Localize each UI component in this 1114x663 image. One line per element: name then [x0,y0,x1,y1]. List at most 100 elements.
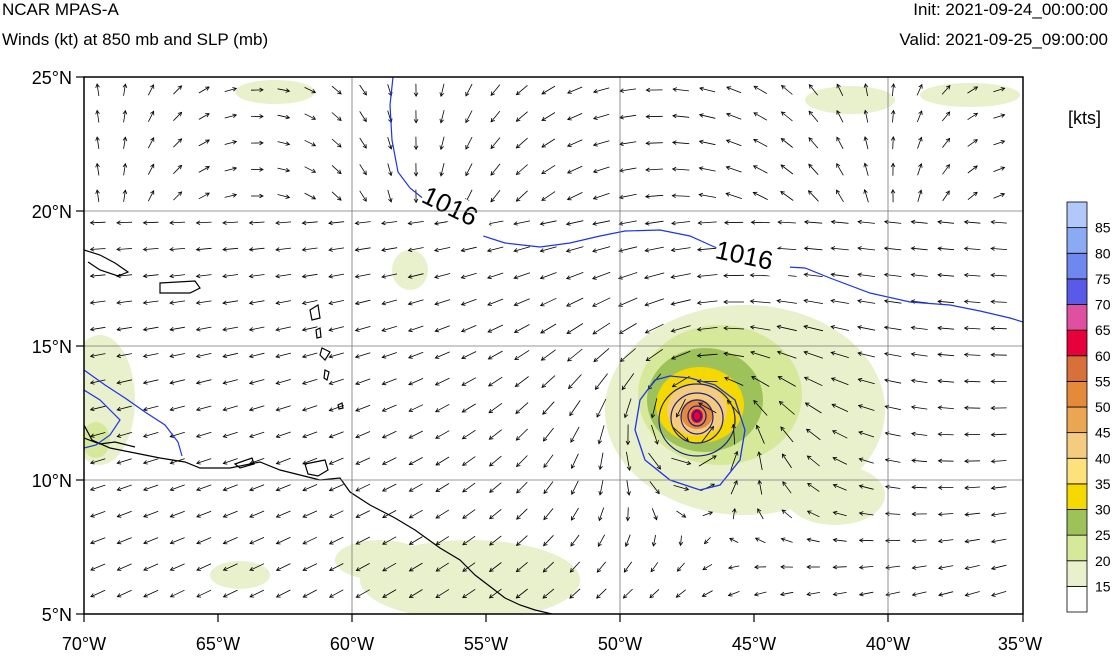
wind-vector-head [95,189,100,194]
wind-vector-head [515,90,521,96]
wind-vector [938,407,954,409]
wind-vector [832,457,848,465]
wind-vector-head [408,381,413,386]
wind-vector-head [670,274,676,279]
wind-vector-head [569,411,574,417]
wind-vector [651,398,658,418]
wind-vector-head [514,382,520,388]
wind-vector [570,426,580,443]
wind-vector [593,140,610,146]
wind-vector-head [116,486,122,492]
wind-vector-head [780,191,785,196]
wind-vector-head [328,220,333,226]
wind-vector [619,193,637,199]
wind-vector-head [566,169,572,174]
wind-vector [754,591,767,596]
wind-vector-head [757,508,762,513]
colorbar-level-label: 30 [1095,502,1111,518]
wind-vector [277,167,290,172]
wind-shade-nw [235,80,315,104]
wind-vector [249,510,265,518]
wind-vector [566,220,584,225]
wind-vector-head [177,138,183,143]
wind-vector-head [671,220,676,226]
wind-vector-head [435,434,440,439]
wind-vector [489,588,502,599]
wind-vector-head [937,565,943,570]
wind-vector-head [222,566,228,571]
island-lesser-antilles-3 [319,347,331,361]
wind-vector [781,538,793,543]
wind-vector-head [918,163,923,168]
wind-vector [435,403,450,413]
wind-vector-head [142,433,148,438]
wind-vector-head [177,85,183,90]
wind-vector-head [196,486,201,492]
wind-vector [90,432,106,437]
wind-vector [90,484,106,491]
wind-vector-head [645,87,651,93]
wind-vector-head [597,439,602,445]
wind-vector-head [830,219,836,225]
wind-vector-head [618,329,624,335]
wind-vector-head [910,272,916,278]
colorbar-box [1066,585,1088,613]
wind-vector-head [328,487,334,492]
wind-vector-head [285,194,291,199]
wind-vector-head [222,327,228,332]
wind-vector-head [407,247,413,253]
wind-vector [249,458,265,464]
wind-vector [249,300,265,304]
wind-vector [624,398,632,418]
wind-vector [991,538,1007,543]
colorbar-box [1066,380,1088,408]
wind-vector [892,136,894,150]
wind-vector [540,323,557,334]
wind-vector-head [275,247,280,252]
wind-vector [993,193,1005,199]
wind-vector [857,326,876,331]
wind-vector [435,325,450,332]
wind-vector-head [513,301,519,307]
wind-vector [698,455,717,467]
wind-vector-head [937,485,943,490]
wind-vector-head [565,275,571,280]
wind-vector [917,190,922,202]
wind-vector-head [169,540,175,545]
wind-vector-head [275,487,281,492]
wind-vector [116,300,133,304]
wind-vector-head [248,273,254,279]
wind-vector-head [328,354,334,359]
wind-vector-head [644,329,650,334]
wind-vector [651,508,658,520]
wind-vector-head [754,564,759,570]
wind-vector-head [653,515,658,521]
wind-vector [276,405,291,411]
wind-vector-head [328,460,334,465]
wind-vector-head [596,594,601,599]
wind-vector-head [655,489,660,495]
wind-vector-head [643,275,649,280]
wind-vector-head [362,117,367,123]
wind-vector [964,248,981,250]
wind-vector [543,535,554,546]
wind-vector-head [513,221,518,226]
wind-vector [143,432,159,437]
wind-vector-head [169,460,175,465]
wind-vector-head [222,380,228,385]
wind-vector [359,190,367,202]
wind-vector-head [566,142,572,147]
wind-vector [807,483,820,492]
wind-vector-head [780,137,786,143]
wind-vector-head [89,247,95,252]
wind-vector [408,325,424,332]
wind-vector-head [569,568,575,573]
wind-vector [302,378,318,385]
wind-vector-head [462,594,467,599]
wind-vector [116,221,133,224]
wind-vector [490,84,501,96]
wind-vector-head [623,413,629,419]
wind-vector-head [275,566,281,571]
wind-vector [196,353,212,357]
wind-vector [302,247,318,251]
